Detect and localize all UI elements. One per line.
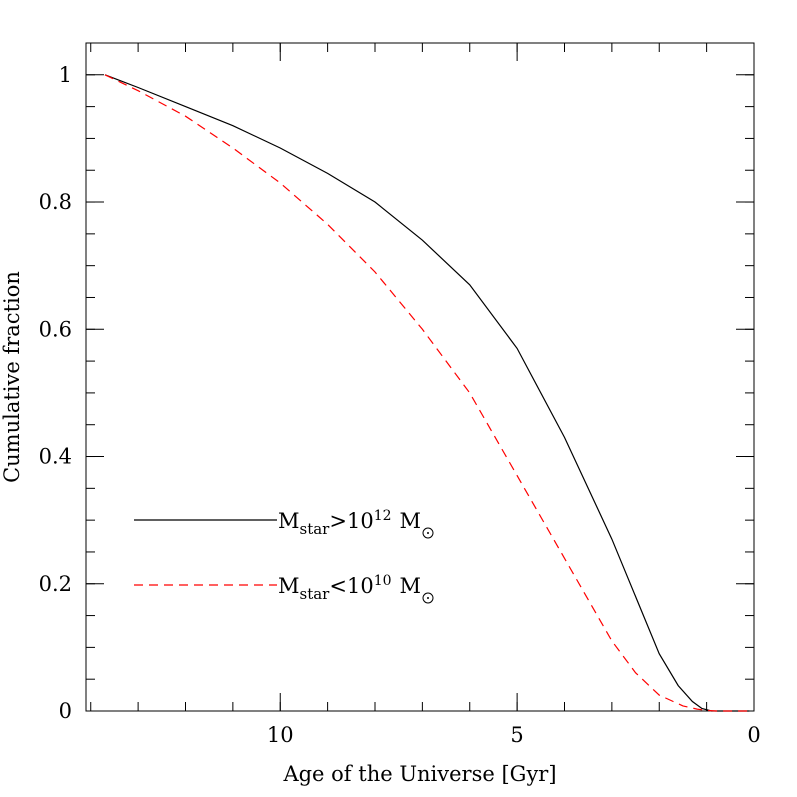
x-tick-label: 5 xyxy=(510,723,523,747)
x-tick-label: 0 xyxy=(747,723,760,747)
series-line-1 xyxy=(104,74,750,712)
tick-labels: 10 5 0 0 0.2 0.4 0.6 0.8 1 xyxy=(39,63,761,747)
y-tick-label: 0.2 xyxy=(39,572,72,596)
sun-symbol-dot xyxy=(427,532,429,534)
y-tick-label: 0 xyxy=(59,699,72,723)
legend-label-2: Mstar<1010 M xyxy=(278,573,421,603)
ticks xyxy=(86,42,755,712)
legend-label-1: Mstar>1012 M xyxy=(278,508,421,538)
x-axis-label: Age of the Universe [Gyr] xyxy=(282,762,556,786)
y-tick-label: 0.4 xyxy=(39,445,72,469)
series-lines xyxy=(104,74,750,712)
y-tick-label: 0.6 xyxy=(39,317,72,341)
x-tick-label: 10 xyxy=(267,723,294,747)
series-line-2 xyxy=(104,74,750,712)
sun-symbol-icon xyxy=(422,592,434,604)
y-axis-label: Cumulative fraction xyxy=(0,271,24,483)
legend: Mstar>1012 M Mstar<1010 M xyxy=(134,508,434,604)
y-tick-label: 0.8 xyxy=(39,190,72,214)
sun-symbol-icon xyxy=(422,527,434,539)
y-tick-label: 1 xyxy=(59,63,72,87)
plot-frame xyxy=(85,42,755,712)
sun-symbol-dot xyxy=(427,597,429,599)
